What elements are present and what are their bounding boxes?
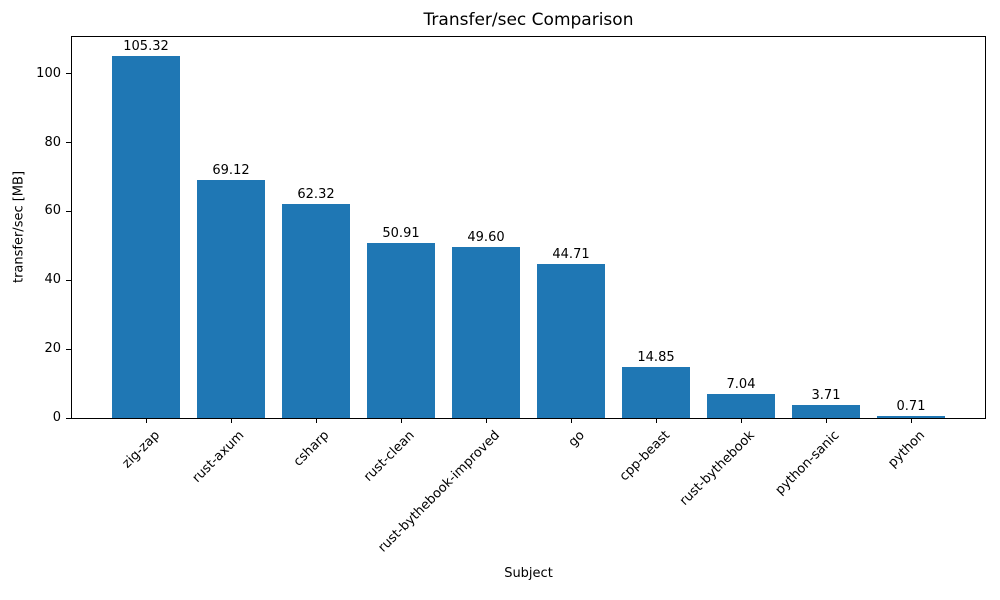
x-tick-label: python	[884, 428, 928, 471]
y-tick-label: 40	[44, 272, 61, 288]
x-tick-mark	[400, 418, 402, 423]
y-tick-label: 100	[36, 65, 61, 81]
bar-value-label: 50.91	[382, 225, 420, 241]
x-tick-label: cpp-beast	[616, 428, 673, 485]
bar	[792, 405, 860, 418]
x-axis-label: Subject	[504, 566, 553, 581]
x-tick-label: go	[565, 428, 588, 451]
y-axis-label: transfer/sec [MB]	[11, 170, 27, 284]
bar-value-label: 44.71	[552, 247, 590, 263]
bar-value-label: 105.32	[123, 38, 169, 54]
x-tick-mark	[315, 418, 317, 423]
x-tick-mark	[740, 418, 742, 423]
plot-area: 105.32 69.12 62.32 50.91 49.60 44.71 14.85 7.04…	[71, 36, 986, 419]
y-tick-mark	[66, 210, 71, 212]
bar-value-label: 7.04	[726, 376, 756, 392]
x-tick-label: python-sanic	[772, 428, 843, 498]
x-tick-label: rust-axum	[189, 428, 248, 486]
bar-value-label: 49.60	[467, 230, 505, 246]
bar	[707, 393, 775, 418]
y-tick-label: 0	[52, 410, 61, 425]
x-tick-mark	[230, 418, 232, 423]
bar-value-label: 62.32	[297, 186, 335, 202]
y-tick-label: 20	[44, 341, 61, 357]
bar	[197, 180, 265, 418]
x-tick-mark	[825, 418, 827, 423]
y-tick-mark	[66, 417, 71, 419]
bar-value-label: 69.12	[212, 163, 250, 179]
y-tick-label: 60	[44, 203, 61, 219]
x-tick-mark	[145, 418, 147, 423]
x-tick-mark	[485, 418, 487, 423]
bar-value-label: 0.71	[896, 398, 926, 414]
x-tick-label: zig-zap	[119, 428, 163, 472]
y-tick-mark	[66, 348, 71, 350]
bar	[537, 264, 605, 418]
x-tick-mark	[655, 418, 657, 423]
y-tick-label: 80	[44, 134, 61, 150]
x-tick-mark	[910, 418, 912, 423]
y-tick-mark	[66, 142, 71, 144]
bar-value-label: 3.71	[811, 388, 841, 404]
bar	[367, 242, 435, 418]
chart-title: Transfer/sec Comparison	[423, 10, 634, 30]
y-tick-mark	[66, 73, 71, 75]
bar	[282, 203, 350, 418]
x-tick-label: csharp	[291, 428, 333, 470]
bar	[877, 415, 945, 418]
x-tick-label: rust-clean	[360, 428, 418, 485]
bar	[112, 55, 180, 418]
bar	[452, 247, 520, 418]
x-tick-mark	[570, 418, 572, 423]
bar-value-label: 14.85	[637, 349, 675, 365]
bar	[622, 366, 690, 418]
y-tick-mark	[66, 279, 71, 281]
x-tick-label: rust-bythebook	[676, 428, 758, 509]
